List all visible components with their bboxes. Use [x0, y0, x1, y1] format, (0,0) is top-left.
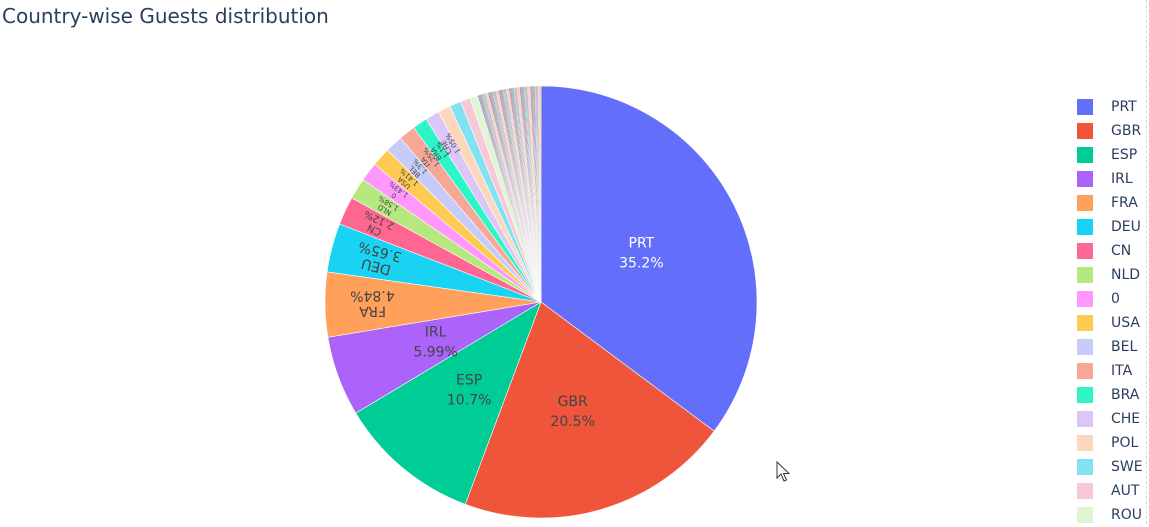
legend-label: PRT — [1111, 99, 1137, 115]
legend-item-aut[interactable]: AUT — [1077, 479, 1143, 503]
legend-swatch — [1077, 291, 1093, 307]
slice-label-gbr: GBR 20.5% — [550, 394, 594, 430]
legend-swatch — [1077, 123, 1093, 139]
legend-item-deu[interactable]: DEU — [1077, 215, 1143, 239]
legend-item-bel[interactable]: BEL — [1077, 335, 1143, 359]
slice-label-fra: FRA4.84% — [350, 287, 395, 319]
legend-label: ITA — [1111, 363, 1133, 379]
legend-label: SWE — [1111, 459, 1143, 475]
legend-swatch — [1077, 507, 1093, 523]
legend-label: NLD — [1111, 267, 1141, 283]
pie-slice-prt[interactable] — [540, 85, 758, 432]
legend-swatch — [1077, 387, 1093, 403]
legend-label: CN — [1111, 243, 1132, 259]
legend-item-irl[interactable]: IRL — [1077, 167, 1143, 191]
legend-swatch — [1077, 267, 1093, 283]
legend-item-gbr[interactable]: GBR — [1077, 119, 1143, 143]
legend-item-prt[interactable]: PRT — [1077, 95, 1143, 119]
legend-item-che[interactable]: CHE — [1077, 407, 1143, 431]
legend-item-fra[interactable]: FRA — [1077, 191, 1143, 215]
legend-item-swe[interactable]: SWE — [1077, 455, 1143, 479]
legend-label: IRL — [1111, 171, 1133, 187]
legend-swatch — [1077, 483, 1093, 499]
mouse-cursor-icon — [776, 461, 790, 482]
legend-item-0[interactable]: 0 — [1077, 287, 1143, 311]
pie-slice-esp[interactable] — [355, 301, 542, 505]
legend-swatch — [1077, 195, 1093, 211]
legend-label: ESP — [1111, 147, 1138, 163]
legend-label: 0 — [1111, 291, 1120, 307]
slice-label-esp: ESP 10.7% — [447, 372, 491, 408]
legend-swatch — [1077, 99, 1093, 115]
legend-label: POL — [1111, 435, 1139, 451]
legend-item-cn[interactable]: CN — [1077, 239, 1143, 263]
legend-label: GBR — [1111, 123, 1142, 139]
legend-swatch — [1077, 411, 1093, 427]
plot-edge-divider — [1146, 0, 1147, 524]
legend-label: AUT — [1111, 483, 1140, 499]
legend-label: BRA — [1111, 387, 1140, 403]
slice-label-prt: PRT 35.2% — [619, 236, 663, 272]
legend-swatch — [1077, 171, 1093, 187]
legend-label: DEU — [1111, 219, 1141, 235]
legend-swatch — [1077, 243, 1093, 259]
legend-item-nld[interactable]: NLD — [1077, 263, 1143, 287]
legend-item-ita[interactable]: ITA — [1077, 359, 1143, 383]
legend-label: FRA — [1111, 195, 1138, 211]
legend-label: CHE — [1111, 411, 1141, 427]
legend-swatch — [1077, 147, 1093, 163]
legend-swatch — [1077, 219, 1093, 235]
legend-item-esp[interactable]: ESP — [1077, 143, 1143, 167]
legend-label: BEL — [1111, 339, 1138, 355]
legend-swatch — [1077, 339, 1093, 355]
legend-label: ROU — [1111, 507, 1142, 523]
pie-slice-gbr[interactable] — [464, 301, 715, 519]
legend-item-usa[interactable]: USA — [1077, 311, 1143, 335]
legend-label: USA — [1111, 315, 1140, 331]
legend-swatch — [1077, 315, 1093, 331]
legend-item-rou[interactable]: ROU — [1077, 503, 1143, 527]
legend: PRT GBR ESP IRL FRA DEU CN NLD 0 USA BEL ITA BRA CHE P… — [1077, 95, 1143, 527]
legend-swatch — [1077, 459, 1093, 475]
chart-title: Country-wise Guests distribution — [2, 4, 329, 28]
legend-swatch — [1077, 435, 1093, 451]
legend-swatch — [1077, 363, 1093, 379]
slice-label-irl: IRL 5.99% — [413, 325, 457, 361]
legend-item-bra[interactable]: BRA — [1077, 383, 1143, 407]
legend-item-pol[interactable]: POL — [1077, 431, 1143, 455]
pie-slice-other[interactable] — [539, 85, 542, 303]
